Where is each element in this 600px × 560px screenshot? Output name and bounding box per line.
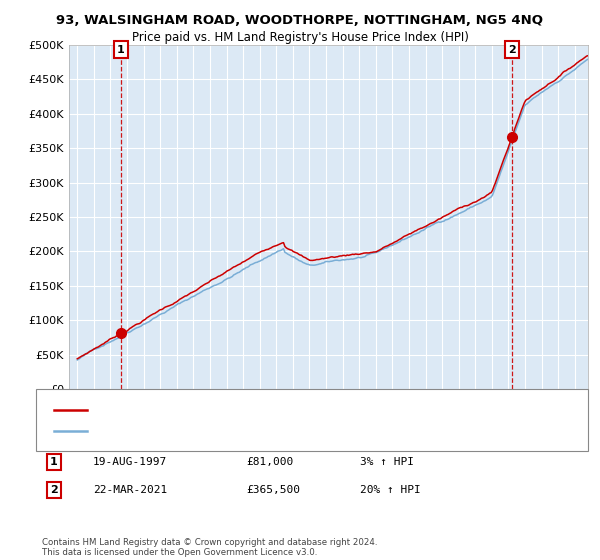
Text: 1: 1 [50,457,58,467]
Text: 2: 2 [50,485,58,495]
Text: 19-AUG-1997: 19-AUG-1997 [93,457,167,467]
Text: 93, WALSINGHAM ROAD, WOODTHORPE, NOTTINGHAM, NG5 4NQ: 93, WALSINGHAM ROAD, WOODTHORPE, NOTTING… [56,14,544,27]
Text: 22-MAR-2021: 22-MAR-2021 [93,485,167,495]
Text: 2: 2 [508,45,516,55]
Text: 93, WALSINGHAM ROAD, WOODTHORPE, NOTTINGHAM, NG5 4NQ (detached house): 93, WALSINGHAM ROAD, WOODTHORPE, NOTTING… [93,405,503,416]
Text: Contains HM Land Registry data © Crown copyright and database right 2024.
This d: Contains HM Land Registry data © Crown c… [42,538,377,557]
Text: Price paid vs. HM Land Registry's House Price Index (HPI): Price paid vs. HM Land Registry's House … [131,31,469,44]
Text: 20% ↑ HPI: 20% ↑ HPI [360,485,421,495]
Text: 1: 1 [117,45,125,55]
Text: HPI: Average price, detached house, Gedling: HPI: Average price, detached house, Gedl… [93,426,311,436]
Text: 3% ↑ HPI: 3% ↑ HPI [360,457,414,467]
Text: £81,000: £81,000 [246,457,293,467]
Text: £365,500: £365,500 [246,485,300,495]
